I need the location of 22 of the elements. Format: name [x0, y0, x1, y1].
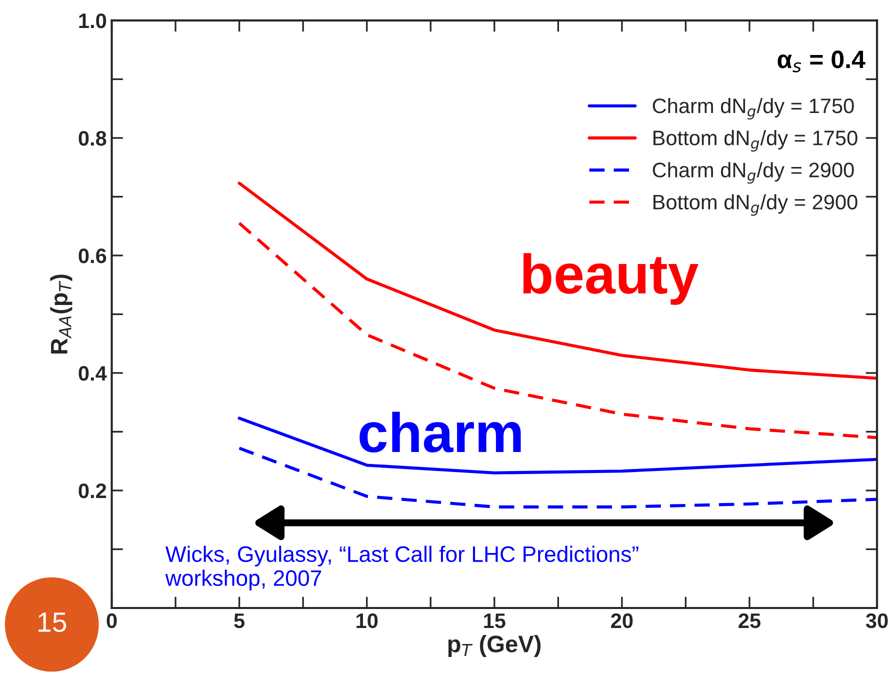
x-tick-label: 10 [356, 613, 378, 628]
x-tick-label: 15 [484, 614, 506, 628]
annotation: beauty [523, 253, 698, 305]
y-tick-label: 1.0 [79, 13, 106, 28]
x-tick-label: 20 [611, 613, 633, 628]
annotation: Wicks, Gyulassy, “Last Call for LHC Predictions” workshop, 2007 [165, 546, 638, 590]
x-axis-title: p$_{T}$ (GeV) [448, 635, 541, 658]
y-tick-label: 0.2 [78, 483, 106, 498]
legend-label: Bottom dN$_{g}$/dy = 1750 [654, 130, 858, 152]
y-tick-label: 0.8 [78, 130, 106, 146]
y-tick-label: 0.6 [78, 248, 106, 264]
annotation: charm [360, 412, 521, 453]
x-tick-label: 30 [866, 613, 888, 628]
y-axis-title: R$_{AA}$(p$_{T}$) [50, 274, 72, 354]
legend-label: Charm dN$_{g}$/dy = 1750 [652, 98, 854, 120]
legend-label: Charm dN$_{g}$/dy = 2900 [652, 162, 854, 184]
x-tick-label: 0 [106, 613, 117, 628]
y-tick-label: 0.4 [78, 366, 107, 381]
x-tick-label: 25 [738, 613, 760, 628]
legend-label: Bottom dN$_{g}$/dy = 2900 [654, 194, 858, 216]
x-tick-label: 5 [234, 614, 245, 628]
annotation: α$_{s}$ = 0.4 [778, 50, 866, 72]
